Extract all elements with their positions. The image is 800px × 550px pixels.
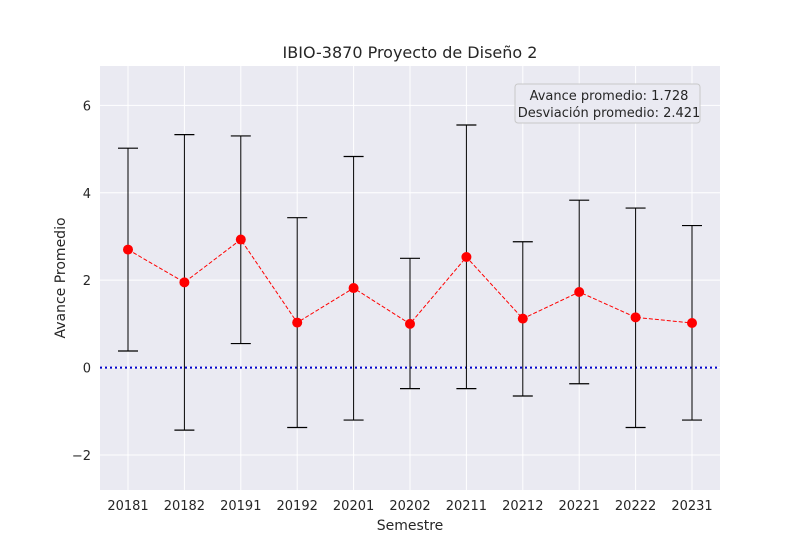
data-point [292,317,303,328]
data-point [574,286,585,297]
x-tick-label: 20192 [277,499,318,514]
annotation-box: Avance promedio: 1.728 Desviación promed… [514,83,701,124]
x-tick-label: 20212 [502,499,543,514]
x-tick-label: 20181 [107,499,148,514]
y-tick-label: 2 [83,274,91,289]
data-point [687,318,697,329]
x-tick-labels: 20181 20182 20191 20192 20201 20202 20211 20212… [107,499,712,514]
data-point [179,277,190,288]
data-point [348,283,359,294]
x-tick-label: 20221 [559,499,600,514]
data-point [235,234,246,245]
x-tick-label: 20211 [446,499,487,514]
data-point [630,312,641,323]
x-tick-label: 20201 [333,499,374,514]
annotation-deviation: Desviación promedio: 2.421 [518,106,701,121]
y-tick-label: −2 [72,449,91,464]
chart-title: IBIO-3870 Proyecto de Diseño 2 [283,43,538,62]
y-tick-labels: −2 0 2 4 6 [72,99,91,464]
data-points [123,234,697,329]
x-tick-label: 20191 [220,499,261,514]
x-tick-label: 20202 [389,499,430,514]
y-tick-label: 0 [83,362,91,377]
x-tick-label: 20222 [615,499,656,514]
annotation-frame [514,83,701,124]
data-point [123,244,133,255]
x-axis-label: Semestre [377,518,444,534]
y-axis-label: Avance Promedio [53,217,69,338]
data-point [405,318,415,329]
annotation-mean: Avance promedio: 1.728 [530,89,689,104]
x-tick-label: 20231 [671,499,712,514]
x-tick-label: 20182 [164,499,205,514]
y-tick-label: 4 [83,187,91,202]
data-point [461,252,472,263]
y-tick-label: 6 [83,99,91,114]
data-point [517,313,528,324]
